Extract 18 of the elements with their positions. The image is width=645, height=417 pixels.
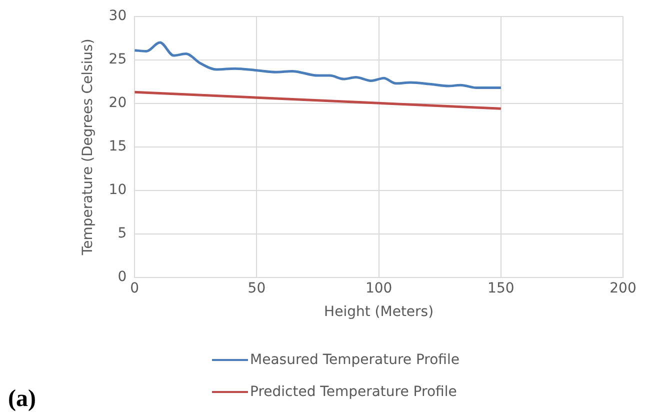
x-axis-title: Height (Meters) (324, 304, 434, 320)
y-tick-label: 20 (108, 95, 127, 112)
text: (a) (8, 386, 36, 413)
x-tick-label: 200 (610, 280, 636, 296)
x-tick-label: 100 (365, 280, 392, 296)
y-tick-label: 25 (108, 52, 127, 68)
y-tick-label: 10 (108, 182, 127, 198)
y-tick-label: 0 (118, 269, 127, 286)
x-tick-label: 150 (488, 280, 514, 296)
legend-label: Predicted Temperature Profile (250, 384, 457, 400)
legend-label: Measured Temperature Profile (250, 352, 460, 368)
y-tick-label: 30 (108, 8, 127, 24)
y-tick-label: 15 (108, 138, 127, 155)
line-series (134, 41, 502, 89)
y-tick-label: 5 (118, 226, 127, 242)
x-tick-label: 50 (248, 280, 266, 296)
y-axis-title: Temperature (Degrees Celsius) (80, 38, 96, 256)
x-tick-label: 0 (130, 280, 140, 296)
